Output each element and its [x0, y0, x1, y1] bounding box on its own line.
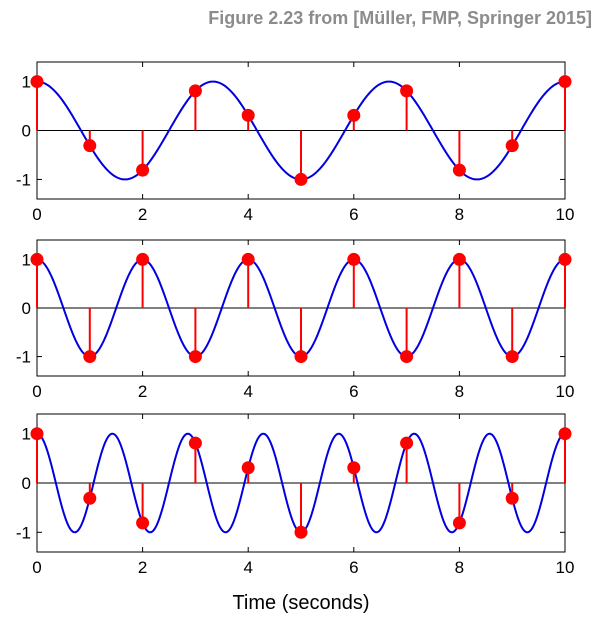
x-tick-label: 4 [243, 382, 252, 401]
sample-point [294, 350, 308, 364]
sample-point [400, 436, 414, 450]
sample-point [505, 491, 519, 505]
y-tick-label: 1 [22, 73, 31, 92]
sample-point [83, 350, 97, 364]
sample-point [452, 252, 466, 266]
sample-point [241, 252, 255, 266]
x-tick-label: 10 [556, 558, 575, 577]
sample-point [452, 163, 466, 177]
x-tick-label: 6 [349, 558, 358, 577]
x-tick-label: 10 [556, 382, 575, 401]
x-tick-label: 2 [138, 205, 147, 224]
sample-point [294, 172, 308, 186]
x-tick-label: 8 [455, 205, 464, 224]
sample-point [400, 350, 414, 364]
figure-caption: Figure 2.23 from [Müller, FMP, Springer … [208, 8, 592, 28]
sample-point [241, 461, 255, 475]
x-tick-label: 6 [349, 382, 358, 401]
sample-point [188, 436, 202, 450]
sample-point [558, 252, 572, 266]
x-tick-label: 2 [138, 558, 147, 577]
x-tick-label: 2 [138, 382, 147, 401]
sample-point [347, 252, 361, 266]
sample-point [136, 163, 150, 177]
sample-point [400, 84, 414, 98]
y-tick-label: 0 [22, 122, 31, 141]
sample-point [347, 461, 361, 475]
sample-point [241, 108, 255, 122]
x-axis-label: Time (seconds) [232, 592, 369, 614]
sample-point [30, 252, 44, 266]
sample-point [347, 108, 361, 122]
sample-point [136, 252, 150, 266]
x-tick-label: 6 [349, 205, 358, 224]
y-tick-label: 0 [22, 299, 31, 318]
y-tick-label: 1 [22, 425, 31, 444]
x-tick-label: 8 [455, 382, 464, 401]
x-tick-label: 0 [32, 205, 41, 224]
y-tick-label: -1 [16, 523, 31, 542]
sample-point [558, 427, 572, 441]
x-tick-label: 4 [243, 558, 252, 577]
sample-point [188, 84, 202, 98]
sample-point [505, 139, 519, 153]
sample-point [30, 427, 44, 441]
y-tick-label: 1 [22, 250, 31, 269]
sample-point [505, 350, 519, 364]
sample-point [452, 516, 466, 530]
sample-point [30, 75, 44, 89]
sample-point [294, 525, 308, 539]
x-tick-label: 4 [243, 205, 252, 224]
sample-point [83, 139, 97, 153]
y-tick-label: 0 [22, 474, 31, 493]
y-tick-label: -1 [16, 348, 31, 367]
sample-point [188, 350, 202, 364]
x-tick-label: 10 [556, 205, 575, 224]
sample-point [558, 75, 572, 89]
x-tick-label: 0 [32, 558, 41, 577]
x-tick-label: 8 [455, 558, 464, 577]
sample-point [83, 491, 97, 505]
x-tick-label: 0 [32, 382, 41, 401]
y-tick-label: -1 [16, 170, 31, 189]
sample-point [136, 516, 150, 530]
